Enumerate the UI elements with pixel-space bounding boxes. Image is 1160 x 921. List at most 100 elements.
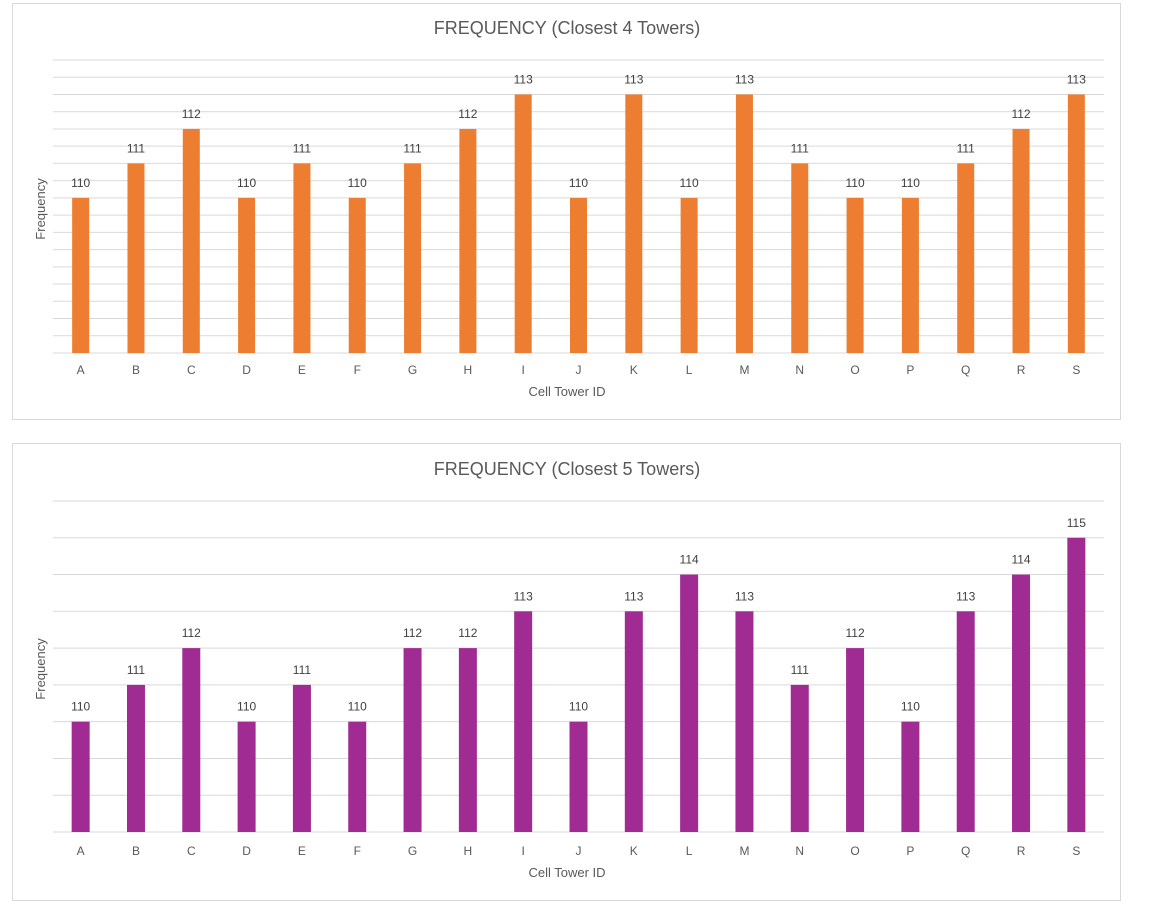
bar-r [1012,574,1031,832]
bar-b [127,163,145,353]
x-tick-f: F [354,844,361,858]
bar-l [680,197,698,353]
x-tick-s: S [1072,844,1080,858]
bar-c [182,128,200,353]
data-label-r: 112 [1011,107,1030,121]
data-label-n: 111 [791,663,810,677]
data-label-e: 111 [293,141,312,155]
bar-h [459,128,477,353]
x-tick-n: N [795,844,804,858]
x-tick-g: G [408,363,417,377]
bar-k [625,94,643,354]
bar-a [71,721,90,832]
data-label-q: 113 [956,589,975,603]
chart-panel-closest-4: FREQUENCY (Closest 4 Towers) 110 111 112 11… [12,3,1121,420]
data-label-g: 111 [403,141,422,155]
x-tick-l: L [686,363,693,377]
data-label-f: 110 [348,176,367,190]
x-tick-labels: A B C D E F G H I J K L M N O P Q R S [77,363,1081,377]
data-label-d: 110 [237,176,256,190]
x-tick-h: H [464,844,473,858]
bar-e [293,163,311,353]
data-label-m: 113 [735,72,754,86]
chart-panel-closest-5: FREQUENCY (Closest 5 Towers) 110 111 112 11… [12,443,1121,901]
data-label-i: 113 [514,72,533,86]
data-label-s: 113 [1067,72,1086,86]
x-tick-r: R [1017,363,1026,377]
x-tick-f: F [354,363,361,377]
x-tick-a: A [77,363,85,377]
x-axis-title: Cell Tower ID [528,865,605,880]
data-label-i: 113 [514,589,533,603]
x-tick-q: Q [961,363,970,377]
chart-title: FREQUENCY (Closest 4 Towers) [434,18,700,38]
bar-d [237,721,256,832]
x-tick-b: B [132,844,140,858]
data-label-f: 110 [348,700,367,714]
x-tick-p: P [906,363,914,377]
x-tick-q: Q [961,844,970,858]
bar-i [514,611,533,832]
data-label-e: 111 [293,663,312,677]
x-tick-e: E [298,844,306,858]
x-tick-k: K [630,363,638,377]
bar-i [514,94,532,354]
bar-f [348,721,367,832]
data-labels: 110 111 112 110 111 110 111 112 113 110 113 110 113 1… [71,72,1086,189]
x-tick-c: C [187,363,196,377]
data-label-c: 112 [182,626,201,640]
x-tick-i: I [522,363,525,377]
data-label-q: 111 [957,141,976,155]
x-tick-d: D [242,363,251,377]
bar-p [901,197,919,353]
bar-h [458,648,477,832]
x-tick-r: R [1017,844,1026,858]
x-tick-o: O [850,844,859,858]
x-tick-p: P [906,844,914,858]
bars [71,537,1086,832]
data-label-m: 113 [735,589,754,603]
x-tick-e: E [298,363,306,377]
bar-o [846,648,865,832]
bar-g [404,163,422,353]
bar-a [72,197,90,353]
y-axis-title: Frequency [33,638,48,700]
bar-b [126,684,145,832]
bar-p [901,721,920,832]
bar-q [957,163,975,353]
data-label-s: 115 [1067,516,1086,530]
gridlines [53,500,1104,833]
data-label-p: 110 [901,176,920,190]
bar-m [735,94,753,354]
x-tick-o: O [850,363,859,377]
bar-r [1012,128,1030,353]
data-label-n: 111 [791,141,810,155]
bar-s [1067,94,1085,354]
bar-k [624,611,643,832]
data-label-p: 110 [901,700,920,714]
bar-s [1067,537,1086,832]
data-label-k: 113 [624,589,643,603]
bar-d [238,197,256,353]
bar-f [348,197,366,353]
x-tick-s: S [1072,363,1080,377]
data-label-l: 110 [680,176,699,190]
x-tick-j: J [576,363,582,377]
chart-title: FREQUENCY (Closest 5 Towers) [434,459,700,479]
data-label-b: 111 [127,663,146,677]
bar-l [680,574,699,832]
x-tick-m: M [739,844,749,858]
data-label-k: 113 [624,72,643,86]
bar-q [956,611,975,832]
x-tick-j: J [576,844,582,858]
bar-j [569,721,588,832]
bar-c [182,648,201,832]
x-tick-l: L [686,844,693,858]
data-label-g: 112 [403,626,422,640]
x-tick-k: K [630,844,638,858]
x-tick-g: G [408,844,417,858]
bar-m [735,611,754,832]
bars [72,94,1085,354]
gridlines [53,59,1104,354]
bar-g [403,648,422,832]
